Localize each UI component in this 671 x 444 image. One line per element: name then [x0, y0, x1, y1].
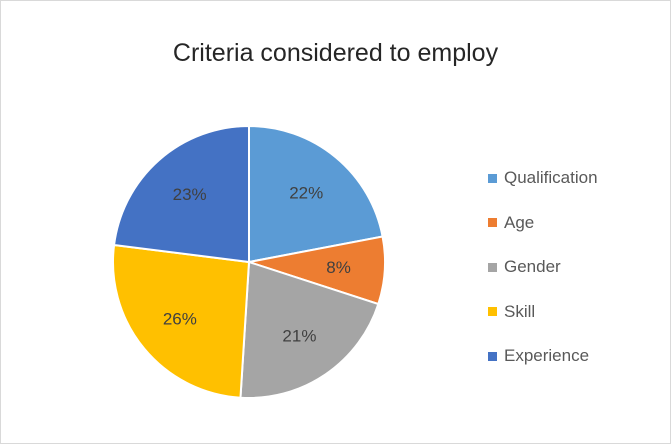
chart-title: Criteria considered to employ: [172, 39, 499, 67]
legend-label: Skill: [504, 301, 536, 321]
legend-swatch: [488, 218, 497, 228]
pie-slice-qualification: [248, 124, 384, 264]
legend-item-gender: Gender: [488, 245, 666, 290]
legend-item-qualification: Qualification: [488, 156, 666, 201]
legend-item-age: Age: [488, 201, 666, 246]
data-label-age: 8%: [326, 258, 351, 277]
legend-item-experience: Experience: [488, 334, 666, 379]
legend-swatch: [488, 173, 497, 183]
pie-slice-gender: [239, 260, 380, 399]
legend-label: Age: [504, 212, 535, 232]
legend: Qualification Age Gender Skill Experience: [488, 156, 666, 379]
data-label-qualification: 22%: [289, 183, 323, 202]
pie-slice-experience: [112, 124, 250, 264]
legend-item-skill: Skill: [488, 290, 666, 335]
legend-label: Experience: [504, 346, 590, 366]
data-label-gender: 21%: [282, 327, 316, 346]
pie-data-labels: 22% 8% 21% 26% 23%: [163, 183, 351, 345]
legend-swatch: [488, 262, 497, 272]
legend-label: Qualification: [504, 168, 598, 188]
pie-slices: [112, 124, 386, 399]
pie-slice-skill: [112, 243, 251, 399]
legend-swatch: [488, 351, 497, 361]
data-label-skill: 26%: [163, 310, 197, 329]
legend-label: Gender: [504, 257, 561, 277]
data-label-experience: 23%: [173, 185, 207, 204]
legend-swatch: [488, 307, 497, 317]
